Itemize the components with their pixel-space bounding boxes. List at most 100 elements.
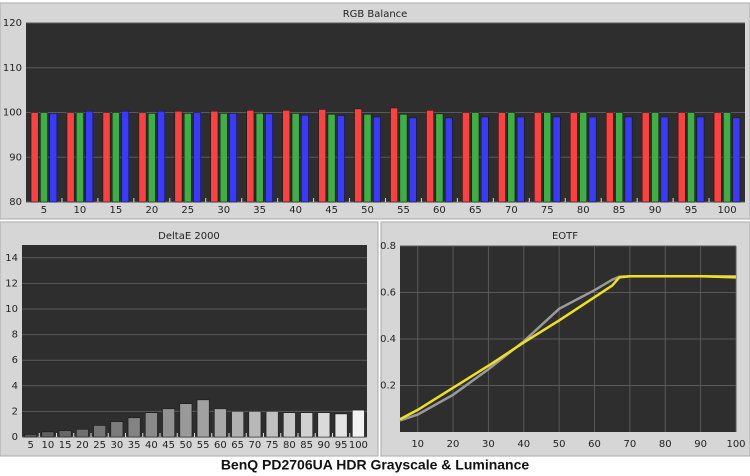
bar xyxy=(480,116,489,203)
bar xyxy=(605,112,614,203)
x-tick-label: 70 xyxy=(505,205,518,216)
bar xyxy=(110,421,124,438)
plot-area xyxy=(22,245,367,437)
bar xyxy=(76,112,84,203)
x-tick-label: 5 xyxy=(41,205,47,216)
bar xyxy=(219,113,228,203)
bar xyxy=(660,116,669,203)
bar xyxy=(570,112,578,203)
bar xyxy=(507,112,516,203)
y-tick-label: 110 xyxy=(3,63,22,74)
bar xyxy=(193,112,201,203)
line-series xyxy=(399,274,737,421)
bar xyxy=(30,112,39,203)
bar xyxy=(229,113,237,203)
bar xyxy=(49,113,58,203)
x-tick-label: 50 xyxy=(180,440,193,451)
bar xyxy=(102,112,111,203)
bar xyxy=(677,112,686,203)
caption: BenQ PD2706UA HDR Grayscale & Luminance xyxy=(221,457,530,473)
bar xyxy=(373,116,381,203)
bar xyxy=(145,412,158,438)
bar xyxy=(66,112,75,203)
bar xyxy=(390,107,398,203)
x-tick-label: 80 xyxy=(283,440,296,451)
x-tick-label: 50 xyxy=(553,439,566,450)
x-tick-label: 100 xyxy=(349,440,368,451)
bar xyxy=(471,112,480,203)
bar xyxy=(58,430,72,438)
bar xyxy=(246,110,255,203)
bar xyxy=(327,114,336,203)
bar xyxy=(399,114,408,203)
x-tick-label: 15 xyxy=(59,440,72,451)
bar xyxy=(121,110,130,203)
bar xyxy=(162,408,175,438)
bar xyxy=(24,434,37,438)
x-tick-label: 35 xyxy=(253,205,266,216)
bar xyxy=(41,431,55,438)
bar xyxy=(363,114,372,203)
x-tick-label: 70 xyxy=(624,439,637,450)
x-tick-label: 65 xyxy=(231,440,244,451)
bar xyxy=(282,110,291,203)
bar xyxy=(231,411,244,438)
bar xyxy=(265,113,273,203)
x-tick-label: 40 xyxy=(517,439,530,450)
x-tick-label: 95 xyxy=(685,205,698,216)
bar xyxy=(354,108,363,203)
bar xyxy=(179,403,193,438)
bar xyxy=(641,112,650,203)
x-tick-label: 35 xyxy=(128,440,141,451)
x-tick-label: 20 xyxy=(145,205,158,216)
bar xyxy=(579,112,588,203)
x-tick-label: 5 xyxy=(27,440,33,451)
x-tick-label: 65 xyxy=(469,205,482,216)
y-tick-label: 12 xyxy=(5,278,18,289)
bar xyxy=(196,399,210,438)
x-tick-label: 85 xyxy=(300,440,313,451)
x-tick-label: 50 xyxy=(361,205,374,216)
bar xyxy=(687,112,695,203)
y-tick-label: 120 xyxy=(3,18,22,29)
bar xyxy=(435,113,444,203)
bar xyxy=(127,417,141,438)
bar xyxy=(624,116,633,203)
x-tick-label: 20 xyxy=(447,439,460,450)
bar xyxy=(426,110,434,203)
x-tick-label: 25 xyxy=(181,205,194,216)
chart-title: EOTF xyxy=(552,231,578,242)
bar xyxy=(76,429,89,438)
bar xyxy=(40,112,48,203)
bar xyxy=(588,116,597,203)
y-tick-label: 90 xyxy=(9,152,22,163)
bar xyxy=(444,117,453,203)
bar xyxy=(214,408,227,438)
x-tick-label: 80 xyxy=(577,205,590,216)
x-tick-label: 55 xyxy=(397,205,410,216)
x-tick-label: 70 xyxy=(249,440,262,451)
x-tick-label: 75 xyxy=(541,205,554,216)
bar xyxy=(408,117,417,203)
x-tick-label: 80 xyxy=(659,439,672,450)
x-tick-label: 60 xyxy=(433,205,446,216)
y-tick-label: 100 xyxy=(3,108,22,119)
bar xyxy=(93,425,106,438)
x-tick-label: 45 xyxy=(162,440,175,451)
bar xyxy=(301,114,309,203)
bar xyxy=(352,409,365,438)
bar xyxy=(147,113,156,203)
chart-title: DeltaE 2000 xyxy=(158,231,220,242)
bar xyxy=(732,117,741,203)
bar xyxy=(283,412,296,438)
x-tick-label: 75 xyxy=(266,440,279,451)
y-tick-label: 0 xyxy=(12,432,18,443)
x-tick-label: 15 xyxy=(110,205,123,216)
bar xyxy=(516,116,525,203)
bar xyxy=(543,112,552,203)
x-tick-label: 10 xyxy=(411,439,424,450)
y-tick-label: 10 xyxy=(5,304,18,315)
bar xyxy=(318,109,327,203)
bar xyxy=(552,116,561,203)
x-tick-label: 100 xyxy=(717,205,736,216)
